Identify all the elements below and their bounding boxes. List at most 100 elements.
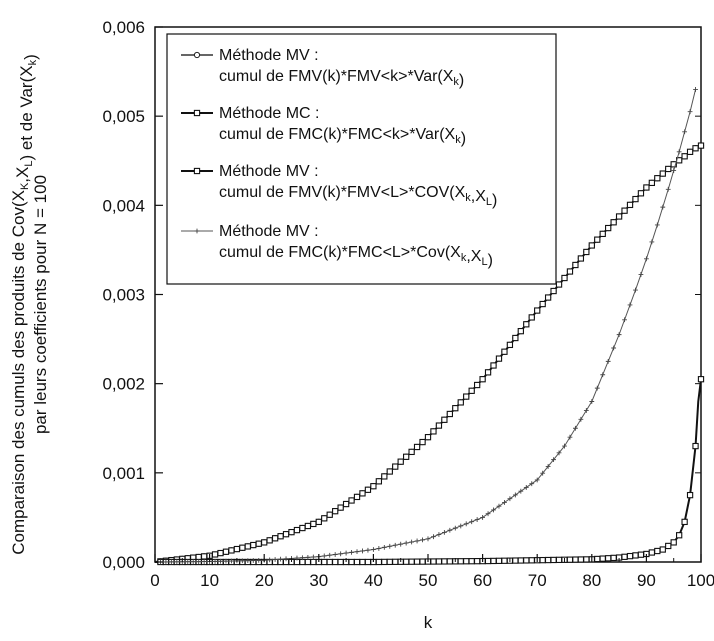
legend-label-line1: Méthode MV : <box>219 47 319 64</box>
series-2-point <box>211 551 219 558</box>
series-4-point <box>305 554 311 560</box>
series-2-point <box>648 179 656 187</box>
series-2-point <box>550 287 557 295</box>
series-4-point <box>327 552 333 558</box>
series-3-point <box>457 558 464 565</box>
series-3-point <box>337 558 344 566</box>
series-2-point <box>321 515 328 522</box>
series-3-point <box>332 558 339 566</box>
series-4-point <box>218 558 223 564</box>
series-2-point <box>463 393 470 400</box>
series-4-point <box>654 222 660 228</box>
x-tick-label: 70 <box>528 571 547 590</box>
legend-label-line2: cumul de FMV(k)*FMV<L>*COV(Xk,XL) <box>219 184 497 209</box>
series-2-point <box>484 369 492 376</box>
x-tick-label: 30 <box>309 571 328 590</box>
series-2-point <box>615 213 623 220</box>
series-3-point <box>419 558 426 565</box>
series-3-point <box>473 558 481 565</box>
series-3-point <box>304 558 312 566</box>
legend-label-line1: Méthode MV : <box>219 163 319 180</box>
legend-label-line2: cumul de FMC(k)*FMC<L>*Cov(Xk,XL) <box>219 244 493 269</box>
series-2-point <box>375 478 383 485</box>
series-3-point <box>484 557 492 565</box>
series-4-point <box>278 556 283 562</box>
series-4-point <box>229 558 234 564</box>
series-4-point <box>627 302 633 308</box>
series-4-point <box>272 557 278 562</box>
legend-item-4: Méthode MV : cumul de FMC(k)*FMC<L>*Cov(X… <box>181 223 493 269</box>
series-3-point <box>697 376 705 383</box>
series-4-point <box>431 534 436 540</box>
series-3-point <box>610 554 617 562</box>
series-4-point <box>354 549 360 555</box>
series-4-point <box>381 544 387 550</box>
series-4-point <box>212 559 218 564</box>
series-2-point <box>195 553 202 561</box>
series-3-point <box>392 558 399 565</box>
series-4-point <box>469 519 475 525</box>
series-2-point <box>686 148 694 155</box>
series-4-point <box>163 559 169 565</box>
series-2-point <box>337 504 344 511</box>
series-4-point <box>376 546 382 551</box>
series-3-point <box>512 557 519 564</box>
series-2-point <box>637 190 645 197</box>
legend-item-2: Méthode MC : cumul de FMC(k)*FMC<k>*Var(X… <box>181 105 466 147</box>
series-3-point <box>468 558 475 565</box>
y-tick-label: 0,003 <box>102 286 145 305</box>
series-2-point <box>435 422 443 429</box>
series-4-point <box>502 500 507 505</box>
series-2-point <box>413 443 421 451</box>
series-4-point <box>283 556 289 562</box>
series-2-point <box>599 230 606 238</box>
series-3-point <box>495 557 503 564</box>
series-4-point <box>616 332 622 338</box>
series-2-point <box>626 201 634 209</box>
series-2-point <box>441 416 448 423</box>
series-3-point <box>326 558 333 566</box>
series-3-point <box>648 549 656 556</box>
series-2 <box>154 142 705 565</box>
series-4-point <box>573 425 578 431</box>
series-2-point <box>495 355 503 362</box>
series-4-point <box>223 558 229 564</box>
series-2-point <box>342 500 350 508</box>
x-tick-label: 10 <box>200 571 219 590</box>
series-2-point <box>523 321 530 328</box>
series-3-point <box>353 558 361 566</box>
series-3-point <box>599 555 606 562</box>
series-3-point <box>626 552 634 560</box>
series-4-point <box>512 492 518 498</box>
series-layer <box>154 87 705 566</box>
series-4-point <box>365 547 371 553</box>
series-2-point <box>528 314 535 321</box>
series-2-point <box>239 544 246 551</box>
series-4-point <box>371 547 376 552</box>
series-3-point <box>637 551 645 558</box>
series-3-point <box>403 558 410 565</box>
series-3-point <box>359 558 366 566</box>
series-3-point <box>446 558 453 565</box>
series-2-point <box>555 281 563 288</box>
x-tick-label: 90 <box>637 571 656 590</box>
series-2-point <box>282 531 290 538</box>
series-2-point <box>255 540 262 547</box>
series-3-point <box>654 547 661 555</box>
series-4-point <box>665 186 671 192</box>
series-4-point <box>480 515 485 520</box>
series-3-point <box>566 556 574 563</box>
series-2-point <box>566 268 574 275</box>
series-4-point <box>174 559 180 565</box>
series-3-point <box>676 532 683 539</box>
series-2-point <box>457 399 464 406</box>
series-4-point <box>387 543 393 549</box>
series-4-point <box>458 523 464 529</box>
y-axis-title-line2: par leurs coefficients pour N = 100 <box>31 175 50 434</box>
y-tick-label: 0,001 <box>102 464 145 483</box>
series-2-point <box>659 170 666 177</box>
series-2-point <box>692 145 699 152</box>
series-4-point <box>452 525 458 531</box>
series-3-point <box>594 555 601 563</box>
series-2-point <box>228 547 235 554</box>
